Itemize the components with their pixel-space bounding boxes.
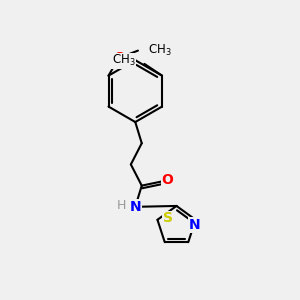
Text: N: N [130,200,141,214]
Text: O: O [161,173,173,187]
Text: S: S [163,211,173,225]
Text: CH$_3$: CH$_3$ [112,53,136,68]
Text: H: H [116,199,126,212]
Text: CH$_3$: CH$_3$ [148,43,172,58]
Text: O: O [113,51,125,65]
Text: N: N [188,218,200,232]
